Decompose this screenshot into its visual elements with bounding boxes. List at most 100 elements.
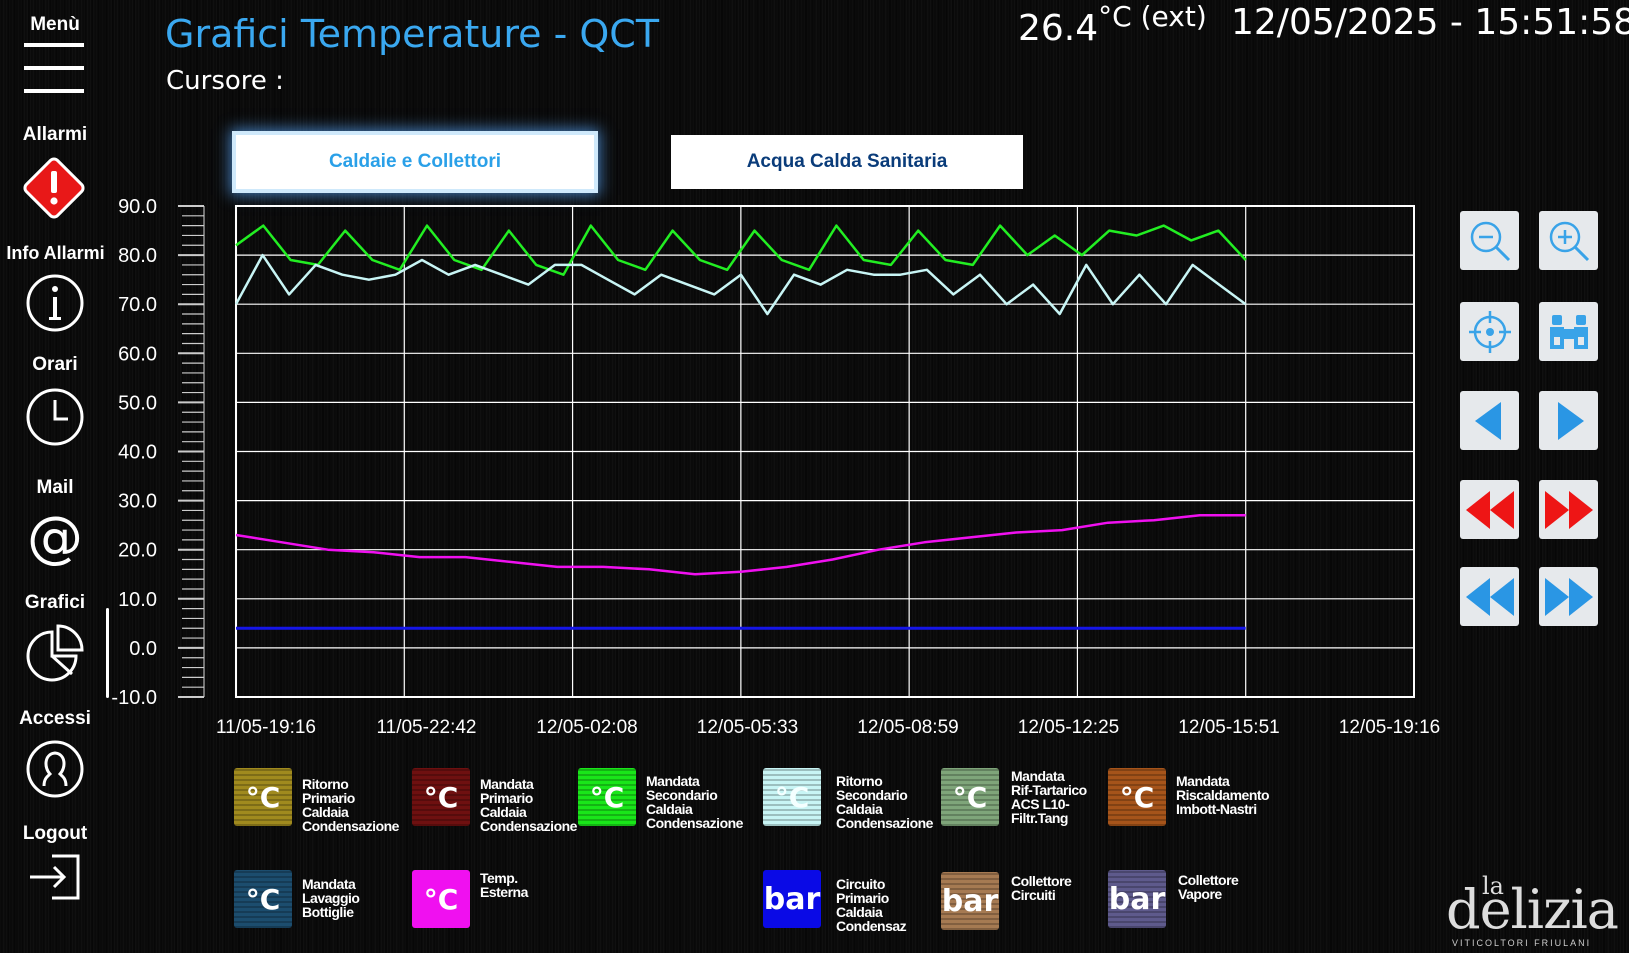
cursor-target-button[interactable] xyxy=(1460,302,1519,361)
x-tick-label: 12/05-19:16 xyxy=(1339,717,1440,738)
legend-label-line: Secondario xyxy=(836,787,908,803)
legend-label: Mandata Primario Caldaia Condensazione xyxy=(480,777,577,833)
legend-label-line: Caldaia xyxy=(302,804,349,820)
fast-rewind-button[interactable] xyxy=(1460,480,1519,539)
cursor-label: Cursore : xyxy=(166,66,284,96)
zoom-out-icon xyxy=(1470,221,1510,261)
legend-label-line: Mandata xyxy=(1011,768,1065,784)
sidebar-item-logout-label[interactable]: Logout xyxy=(22,823,88,844)
sidebar-item-mail-label[interactable]: Mail xyxy=(36,477,74,498)
svg-text:@: @ xyxy=(27,506,83,568)
legend-label-line: Collettore xyxy=(1011,873,1072,889)
sidebar-item-menu-label[interactable]: Menù xyxy=(30,14,80,35)
target-icon xyxy=(1468,310,1511,353)
legend-swatch[interactable]: bar xyxy=(763,870,821,928)
legend-label-line: Temp. xyxy=(480,870,518,886)
legend-label-line: Condensazione xyxy=(646,815,743,831)
sidebar-item-grafici-label[interactable]: Grafici xyxy=(24,592,86,613)
legend-label: Mandata Riscaldamento Imbott-Nastri xyxy=(1176,774,1270,817)
pan-right-button[interactable] xyxy=(1539,391,1598,450)
alarm-icon[interactable] xyxy=(20,154,88,222)
legend-swatch[interactable]: °C xyxy=(941,768,999,826)
forward-button[interactable] xyxy=(1539,567,1598,626)
sidebar-item-info-label[interactable]: Info Allarmi xyxy=(6,243,105,263)
legend-label-line: Caldaia xyxy=(836,801,883,817)
y-tick-label: 90.0 xyxy=(118,196,157,218)
scrollbar[interactable] xyxy=(106,608,109,698)
legend-label-line: Riscaldamento xyxy=(1176,787,1270,803)
legend-label-line: Primario xyxy=(302,790,355,806)
y-tick-label: 50.0 xyxy=(118,392,157,414)
x-tick-label: 11/05-19:16 xyxy=(216,717,316,738)
y-tick-label: 80.0 xyxy=(118,245,157,267)
x-tick-label: 12/05-12:25 xyxy=(1018,717,1119,738)
tab-acqua-calda-sanitaria[interactable]: Acqua Calda Sanitaria xyxy=(671,135,1023,189)
legend-label: Mandata Rif-Tartarico ACS L10- Filtr.Tang xyxy=(1011,769,1087,825)
pan-left-button[interactable] xyxy=(1460,391,1519,450)
ext-temp-value: 26.4 xyxy=(1018,8,1099,49)
y-axis-ruler xyxy=(178,205,205,698)
chart-grid xyxy=(235,205,1415,698)
search-binoculars-button[interactable] xyxy=(1539,302,1598,361)
legend-label-line: Rif-Tartarico xyxy=(1011,782,1087,798)
y-tick-label: 60.0 xyxy=(118,343,157,365)
pie-chart-icon[interactable] xyxy=(24,622,86,684)
rewind-button[interactable] xyxy=(1460,567,1519,626)
legend-label-line: Caldaia xyxy=(480,804,527,820)
at-icon[interactable]: @ xyxy=(24,506,86,568)
y-tick-label: 0.0 xyxy=(129,638,157,660)
sidebar-item-orari-label[interactable]: Orari xyxy=(32,354,78,375)
plot-frame xyxy=(235,205,1415,698)
x-tick-label: 12/05-02:08 xyxy=(536,717,637,738)
legend-label-line: Filtr.Tang xyxy=(1011,810,1068,826)
legend-swatch[interactable]: °C xyxy=(1108,768,1166,826)
legend-label: Circuito Primario Caldaia Condensaz xyxy=(836,877,907,933)
external-temperature: 26.4°C (ext) xyxy=(1018,0,1207,49)
tab-caldaie-collettori[interactable]: Caldaie e Collettori xyxy=(236,135,594,189)
legend-label-line: Primario xyxy=(836,890,889,906)
ext-temp-suffix: (ext) xyxy=(1140,0,1207,33)
info-icon[interactable] xyxy=(24,272,86,334)
legend-label-line: Bottiglie xyxy=(302,904,354,920)
legend-label: Collettore Vapore xyxy=(1178,872,1239,901)
legend-label-line: Secondario xyxy=(646,787,718,803)
legend-swatch[interactable]: °C xyxy=(412,768,470,826)
legend-label-line: Mandata xyxy=(646,773,700,789)
x-tick-label: 12/05-15:51 xyxy=(1178,717,1279,738)
sidebar-item-allarmi-label[interactable]: Allarmi xyxy=(22,124,88,145)
logout-icon[interactable] xyxy=(28,852,82,902)
legend-label-line: Collettore xyxy=(1178,872,1239,888)
chart-series xyxy=(234,224,1247,630)
x-axis-ticks: 11/05-19:16 11/05-22:42 12/05-02:08 12/05-0… xyxy=(216,717,1440,738)
legend-label-line: Mandata xyxy=(302,876,356,892)
y-tick-label: 10.0 xyxy=(118,589,157,611)
legend-label-line: Esterna xyxy=(480,884,528,900)
arrow-right-icon xyxy=(1557,401,1584,440)
zoom-out-button[interactable] xyxy=(1460,211,1519,270)
legend-swatch[interactable]: °C xyxy=(234,870,292,928)
legend-label-line: ACS L10- xyxy=(1011,796,1070,812)
legend-label-line: Circuiti xyxy=(1011,887,1056,903)
legend-swatch[interactable]: °C xyxy=(412,870,470,928)
page-title: Grafici Temperature - QCT xyxy=(165,12,660,56)
legend-swatch[interactable]: °C xyxy=(578,768,636,826)
y-tick-label: 40.0 xyxy=(118,442,157,464)
legend-swatch[interactable]: bar xyxy=(941,872,999,930)
legend-swatch[interactable]: °C xyxy=(234,768,292,826)
clock-icon[interactable] xyxy=(24,386,86,448)
legend-label: Mandata Secondario Caldaia Condensazione xyxy=(646,774,743,830)
legend-label-line: Imbott-Nastri xyxy=(1176,801,1257,817)
legend-swatch[interactable]: bar xyxy=(1108,870,1166,928)
zoom-in-button[interactable] xyxy=(1539,211,1598,270)
legend-swatch[interactable]: °C xyxy=(763,768,821,826)
sidebar-item-accessi-label[interactable]: Accessi xyxy=(19,708,91,729)
legend-label: Collettore Circuiti xyxy=(1011,873,1072,903)
zoom-in-icon xyxy=(1549,221,1589,261)
y-tick-label: 70.0 xyxy=(118,294,157,316)
fast-forward-button[interactable] xyxy=(1539,480,1598,539)
user-icon[interactable] xyxy=(24,738,86,800)
arrow-left-icon xyxy=(1474,401,1501,440)
legend-label: Ritorno Secondario Caldaia Condensazione xyxy=(836,774,933,830)
datetime: 12/05/2025 - 15:51:58 xyxy=(1231,2,1629,43)
hamburger-icon[interactable] xyxy=(24,40,84,96)
